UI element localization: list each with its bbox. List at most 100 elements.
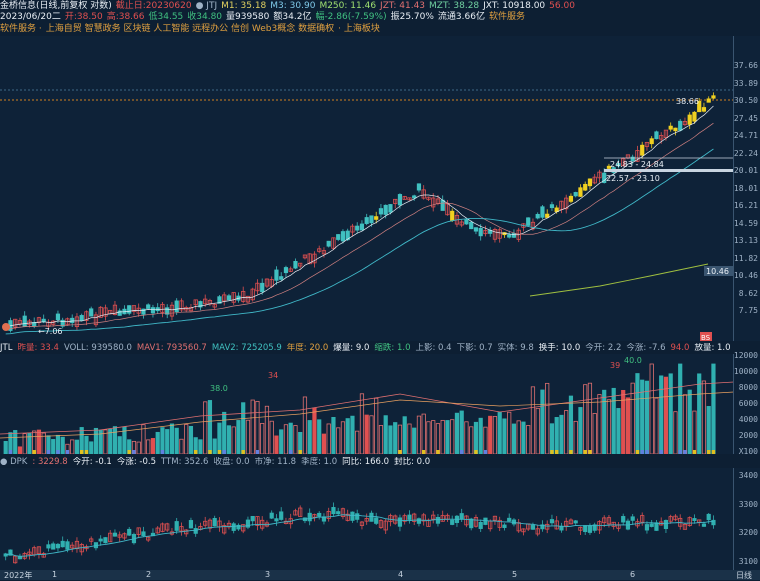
candle — [511, 232, 517, 238]
header1-item: JXT: 10918.00 — [483, 1, 546, 11]
volume-bar — [103, 429, 108, 454]
dpk-chart[interactable] — [0, 468, 734, 570]
gap-label: 24.83 - 24.84 — [610, 160, 664, 169]
candle — [583, 183, 588, 191]
volume-bar — [226, 425, 232, 454]
candle — [198, 301, 203, 308]
volume-flag — [289, 450, 293, 454]
candle — [701, 107, 707, 112]
candle — [150, 307, 156, 314]
volume-bar — [416, 415, 422, 454]
candle — [497, 229, 502, 239]
header3-item: 上海自贸 智慧政务 区块链 人工智能 远程办公 信创 Web3概念 数据确权 — [45, 24, 335, 34]
candle — [307, 253, 312, 265]
dpk-candle — [507, 517, 512, 522]
dpk-candle — [663, 519, 669, 529]
candle — [431, 197, 436, 208]
candle — [549, 204, 555, 209]
axis-tick: 10.46 — [733, 271, 758, 280]
candle — [112, 304, 118, 316]
volume-bar — [336, 427, 341, 454]
volume-bar — [222, 411, 227, 454]
header1-item: M250: 11.46 — [319, 1, 377, 11]
volume-panel[interactable]: 38.0 34 39 40.0 — [0, 354, 734, 454]
kline-chart[interactable]: 24.83 - 24.84 22.57 - 23.10 38.66 ←7.06 10.4… — [0, 36, 734, 341]
dpk-ma — [5, 514, 714, 557]
volume-bar — [497, 411, 502, 454]
volume-bar — [93, 427, 99, 454]
volume-bar — [549, 423, 555, 454]
dpk-candle — [435, 516, 441, 524]
volume-bar — [507, 411, 512, 454]
dpk-candle — [345, 513, 350, 521]
dpk-candle — [711, 519, 716, 526]
axis-tick: 8000 — [738, 383, 758, 392]
candle — [264, 278, 270, 287]
candle — [331, 237, 336, 249]
candle — [283, 267, 289, 274]
volume-flag — [707, 450, 711, 454]
volume-bar — [573, 420, 578, 454]
volume-flag — [46, 450, 51, 454]
volume-chart[interactable]: 38.0 34 39 40.0 — [0, 354, 734, 454]
candle — [416, 183, 422, 191]
dpk-candle — [521, 528, 526, 533]
volume-bar — [60, 436, 65, 454]
volume-bar — [535, 407, 540, 454]
candle — [407, 197, 412, 201]
vol-legend-item: JTL — [0, 343, 13, 353]
volume-bar — [117, 436, 122, 454]
candle — [635, 150, 640, 162]
candle — [160, 303, 165, 313]
header1-item: ● JTJ — [195, 1, 218, 11]
volume-bar — [654, 397, 659, 454]
gap-label: 22.57 - 23.10 — [606, 174, 660, 183]
vol-legend-item: 今开: 2.2 — [585, 343, 622, 353]
candle — [568, 195, 574, 202]
dpk-candle — [407, 514, 412, 520]
kline-panel[interactable]: 24.83 - 24.84 22.57 - 23.10 38.66 ←7.06 10.4… — [0, 36, 734, 341]
month-label: 4 — [398, 570, 404, 579]
volume-bar — [687, 389, 692, 454]
period-label[interactable]: 日线 — [736, 571, 752, 580]
volume-bar — [483, 426, 488, 454]
dpk-candle — [165, 523, 170, 531]
volume-bar — [160, 427, 165, 454]
month-label: 5 — [512, 570, 518, 579]
volume-flag — [678, 450, 682, 454]
volume-bar — [136, 441, 141, 454]
volume-bar — [378, 425, 384, 454]
volume-flag — [583, 450, 587, 454]
candle — [89, 308, 94, 317]
volume-bar — [426, 421, 431, 454]
dpk-panel[interactable] — [0, 468, 734, 570]
volume-bar — [260, 422, 265, 454]
dpk-candle — [592, 524, 597, 531]
volume-bar — [692, 410, 697, 454]
candle — [383, 204, 388, 215]
volume-bar — [701, 380, 707, 454]
candle — [540, 206, 545, 218]
candle — [450, 210, 455, 221]
month-label: 1 — [52, 570, 58, 579]
candle — [345, 230, 350, 241]
bs-label: BS — [701, 334, 711, 341]
header2-item: 2023/06/20二 — [0, 12, 61, 22]
volume-flag — [460, 450, 464, 454]
volume-axis: 12000 10000 8000 6000 4000 2000 X100 — [733, 351, 760, 456]
dpk-candle — [188, 520, 194, 529]
dpk-candle — [222, 525, 227, 534]
candle — [222, 294, 227, 302]
volume-bar — [402, 416, 407, 454]
last-price-tag — [704, 266, 734, 276]
dpk-candle — [673, 515, 678, 521]
volume-bar — [578, 407, 583, 454]
candle — [317, 248, 322, 252]
volume-bar — [469, 426, 474, 454]
axis-tick: 2000 — [738, 431, 758, 440]
volume-bar — [345, 418, 350, 454]
candle — [293, 260, 298, 269]
dpk-candle — [545, 523, 550, 530]
volume-bar — [255, 401, 260, 454]
dpk-candle — [321, 516, 327, 522]
